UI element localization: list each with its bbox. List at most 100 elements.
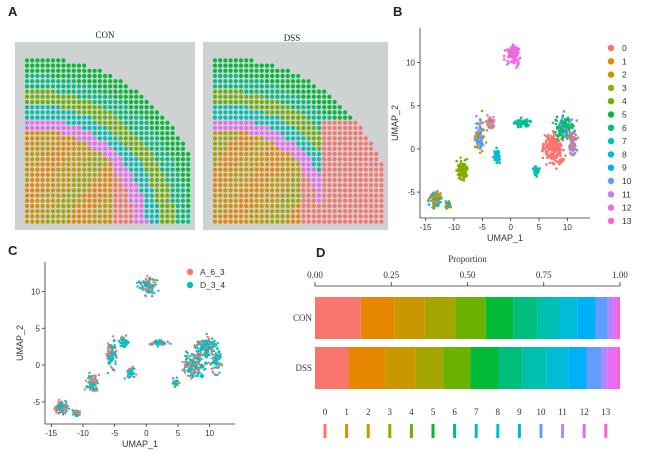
umap-point [137, 280, 141, 283]
umap-point [513, 57, 517, 60]
umap-point [205, 351, 209, 354]
umap-point [439, 191, 442, 195]
umap-point [551, 121, 555, 125]
umap-point [478, 142, 482, 146]
umap-point [149, 284, 152, 287]
umap-point [136, 285, 139, 288]
umap-point [575, 137, 578, 140]
umap-point [91, 374, 94, 378]
umap-points [53, 274, 224, 418]
umap-point [439, 200, 442, 204]
umap-point [513, 51, 517, 54]
umap-point [84, 379, 88, 383]
umap-point [561, 121, 565, 125]
umap-point [129, 373, 132, 376]
umap-point [561, 157, 564, 161]
legend-key-12 [582, 424, 586, 438]
umap-point [432, 203, 435, 206]
umap-point [97, 373, 101, 377]
umap-point [482, 134, 485, 138]
umap-point [196, 343, 199, 347]
umap-point [114, 362, 117, 366]
umap-point [571, 139, 575, 143]
bar-segment-con-12 [613, 297, 617, 339]
umap-point [561, 114, 565, 117]
umap-point [478, 151, 482, 155]
y-tick-label: 10 [31, 287, 40, 296]
umap-point [550, 143, 554, 146]
umap-point [566, 118, 570, 122]
umap-point [562, 110, 566, 113]
umap-point [199, 352, 203, 355]
umap-point [549, 153, 553, 157]
umap-point [478, 146, 481, 150]
umap-point [489, 126, 493, 130]
umap-point [53, 408, 56, 411]
umap-point [459, 159, 463, 163]
umap-point [120, 338, 123, 341]
umap-point [187, 370, 190, 373]
umap-point [218, 357, 221, 360]
umap-point [138, 286, 142, 290]
umap-point [201, 374, 205, 378]
umap-point [194, 346, 197, 349]
umap-point [58, 407, 62, 410]
umap-point [533, 171, 536, 175]
umap-point [65, 401, 68, 405]
umap-point [175, 379, 178, 382]
umap-point [503, 49, 507, 52]
umap-point [151, 278, 154, 281]
umap-point [198, 342, 201, 345]
umap-point [163, 341, 166, 344]
umap-point [169, 342, 172, 345]
umap-point [556, 160, 560, 164]
umap-point [557, 162, 561, 166]
umap-point [495, 146, 498, 150]
umap-point [190, 377, 193, 380]
umap-point [78, 411, 81, 415]
umap-point [56, 408, 59, 411]
umap-point [490, 119, 494, 123]
umap-point [204, 367, 207, 371]
umap-point [203, 349, 206, 352]
umap-point [173, 381, 176, 384]
umap-point [188, 359, 192, 363]
umap-point [199, 374, 202, 378]
legend-label-13: 13 [601, 407, 611, 417]
umap-point [194, 374, 198, 378]
umap-point [193, 344, 196, 347]
umap-point [462, 163, 466, 166]
umap-point [571, 149, 575, 153]
umap-point [575, 148, 578, 152]
umap-point [434, 191, 437, 195]
umap-point [463, 176, 466, 179]
umap-point [107, 360, 111, 363]
umap-point [211, 337, 214, 340]
umap-point [549, 145, 553, 149]
umap-point [186, 363, 189, 367]
tissue-background [15, 42, 195, 230]
umap-point [520, 120, 524, 124]
umap-point [541, 156, 545, 160]
legend-label-11: 11 [558, 407, 567, 417]
umap-point [557, 126, 561, 129]
legend-label-3: 3 [622, 83, 627, 93]
umap-point [559, 123, 563, 127]
tissue-spots [24, 58, 191, 224]
umap-point [130, 375, 134, 378]
umap-point [108, 362, 111, 365]
umap-point [479, 144, 483, 148]
umap-point [462, 178, 465, 181]
umap-point [550, 157, 553, 160]
legend-key-4 [409, 424, 413, 438]
umap-point [439, 195, 442, 198]
legend-key-13 [604, 424, 608, 438]
umap-point [202, 353, 205, 356]
umap-point [199, 347, 203, 351]
umap-point [93, 382, 96, 385]
umap-point [147, 290, 150, 294]
x-tick-label: 10 [563, 223, 572, 232]
x-axis-label: UMAP_1 [487, 233, 523, 243]
umap-point [95, 387, 99, 390]
umap-point [522, 120, 526, 124]
